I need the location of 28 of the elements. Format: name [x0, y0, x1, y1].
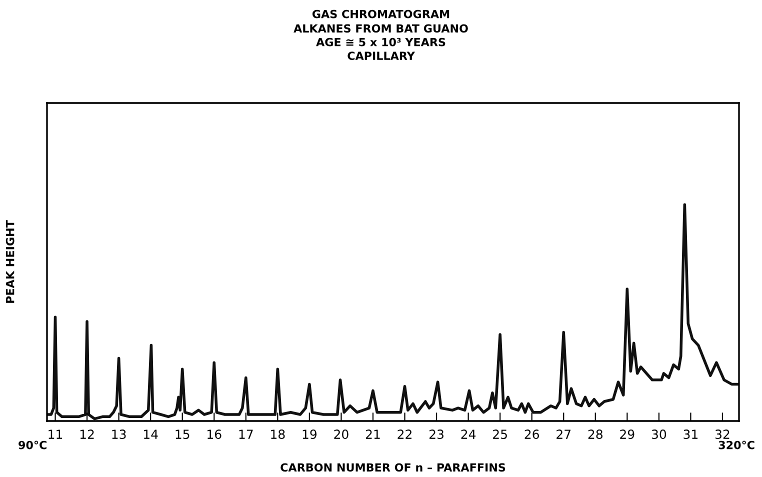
x-tick-label: 28 — [588, 430, 602, 440]
x-tick-label: 22 — [398, 430, 412, 439]
x-tick-label: 29 — [620, 430, 634, 440]
x-tick-label: 23 — [429, 430, 444, 440]
chart-title: GAS CHROMATOGRAM — [312, 10, 450, 18]
y-axis-title: PEAK HEIGHT — [6, 220, 14, 303]
x-tick-label: 25 — [493, 430, 507, 440]
x-tick-label: 27 — [556, 430, 570, 439]
x-tick-label: 31 — [684, 430, 698, 440]
x-tick-label: 14 — [144, 430, 158, 439]
x-tick-label: 21 — [366, 430, 380, 439]
x-tick-label: 24 — [461, 430, 476, 439]
x-tick-label: 20 — [334, 430, 348, 440]
x-tick-label: 30 — [652, 430, 666, 440]
x-tick-label: 17 — [239, 430, 253, 439]
x-tick-label: 18 — [271, 430, 285, 440]
x-tick-label: 12 — [80, 430, 94, 439]
x-tick-label: 19 — [302, 430, 317, 440]
text: 90°C — [18, 440, 46, 450]
x-tick-label: 16 — [208, 430, 222, 440]
x-tick-label: 13 — [112, 430, 126, 440]
x-tick-label: 15 — [176, 430, 190, 440]
text: 320°C — [718, 440, 754, 450]
x-axis-title: CARBON NUMBER OF n – PARAFFINS — [280, 463, 506, 472]
x-tick-label: 32 — [715, 430, 730, 440]
x-tick-label: 11 — [48, 430, 62, 439]
x-tick-label: 26 — [524, 430, 540, 440]
chart-subtitle: ALKANES FROM BAT GUANO AGE ≅ 5 x 10³ YEARS CAPILLARY — [294, 24, 468, 60]
